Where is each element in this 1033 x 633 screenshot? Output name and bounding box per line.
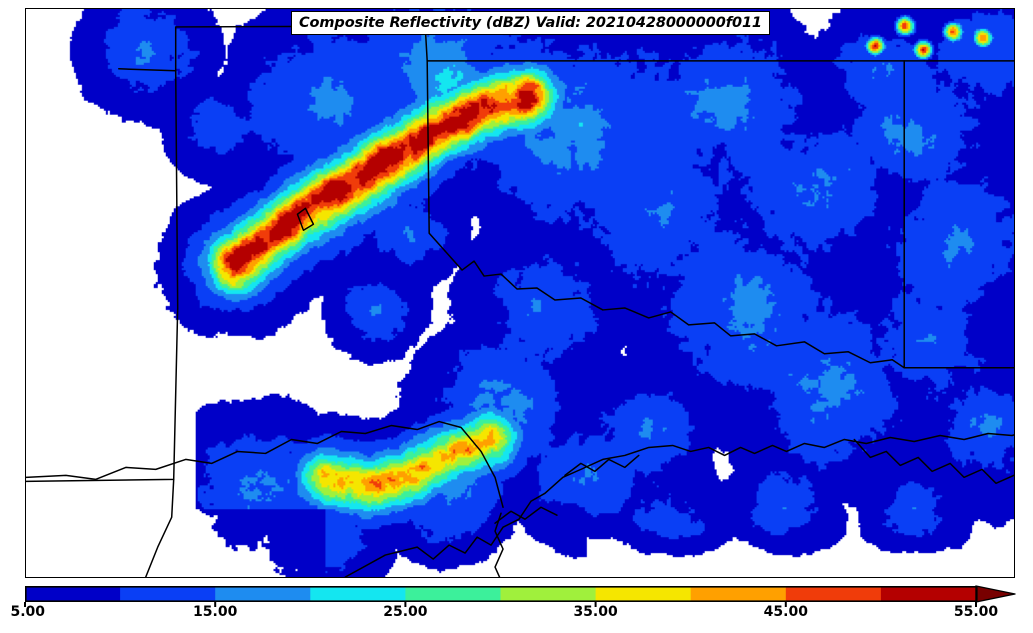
- colorbar-tick-label: 25.00: [383, 604, 428, 620]
- colorbar[interactable]: [24, 585, 1016, 607]
- colorbar-gradient: [24, 585, 1016, 607]
- colorbar-ticks: [24, 602, 977, 607]
- page-title: Composite Reflectivity (dBZ) Valid: 2021…: [299, 15, 762, 31]
- colorbar-segment: [25, 586, 121, 602]
- colorbar-segment: [595, 586, 692, 602]
- chart-title-box: Composite Reflectivity (dBZ) Valid: 2021…: [291, 11, 770, 35]
- colorbar-segment: [310, 586, 406, 602]
- colorbar-outline: [25, 586, 978, 602]
- colorbar-segment: [405, 586, 502, 602]
- colorbar-segment: [690, 586, 787, 602]
- colorbar-segments: [25, 585, 1016, 603]
- colorbar-tick-label: 45.00: [763, 604, 808, 620]
- colorbar-segment: [880, 586, 977, 602]
- colorbar-tick-label: 15.00: [193, 604, 238, 620]
- colorbar-tick-label: 55.00: [953, 604, 999, 620]
- radar-reflectivity-layer: [26, 9, 1014, 577]
- colorbar-segment: [785, 586, 882, 602]
- colorbar-segment: [120, 586, 216, 602]
- composite-reflectivity-map[interactable]: [25, 8, 1015, 578]
- colorbar-segment: [215, 586, 311, 602]
- colorbar-segment: [500, 586, 597, 602]
- colorbar-tick-labels: 5.00 15.00 25.00 35.00 45.00 55.00: [0, 604, 1033, 624]
- colorbar-tick-label: 5.00: [10, 604, 46, 620]
- colorbar-tick-label: 35.00: [573, 604, 618, 620]
- colorbar-extend-arrow: [975, 585, 1016, 603]
